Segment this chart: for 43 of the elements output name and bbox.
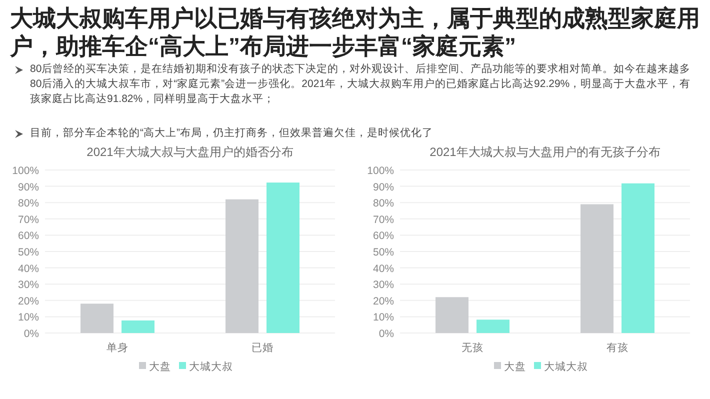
legend-label: 大盘 xyxy=(149,360,171,373)
y-tick-label: 10% xyxy=(372,312,394,324)
bar xyxy=(476,320,510,333)
y-tick-label: 40% xyxy=(18,262,39,275)
y-tick-label: 30% xyxy=(18,279,39,292)
x-tick-label: 单身 xyxy=(106,341,128,354)
x-tick-label: 无孩 xyxy=(462,341,484,354)
legend-label: 大城大叔 xyxy=(189,360,233,373)
legend-label: 大盘 xyxy=(504,360,526,373)
bar xyxy=(436,297,468,333)
legend-label: 大城大叔 xyxy=(544,360,588,373)
x-tick-label: 有孩 xyxy=(606,341,628,354)
chart-title: 2021年大城大叔与大盘用户的婚否分布 xyxy=(86,145,294,159)
y-tick-label: 40% xyxy=(372,262,394,275)
y-tick-label: 80% xyxy=(372,198,394,210)
chart-title: 2021年大城大叔与大盘用户的有无孩子分布 xyxy=(430,145,660,159)
y-tick-label: 30% xyxy=(372,279,394,292)
bar xyxy=(122,320,154,333)
bar xyxy=(580,204,614,333)
text: 目前，部分车企本轮的“高大上”布局，仍主打商务，但效果普遍欠佳，是时候优化了 xyxy=(30,126,434,141)
bar xyxy=(622,183,654,333)
y-tick-label: 70% xyxy=(18,214,39,226)
y-tick-label: 80% xyxy=(18,198,39,210)
y-tick-label: 60% xyxy=(372,230,394,242)
y-tick-label: 50% xyxy=(18,246,39,258)
y-tick-label: 90% xyxy=(372,181,394,194)
bar xyxy=(226,199,258,333)
y-tick-label: 90% xyxy=(18,181,39,194)
y-tick-label: 70% xyxy=(372,214,394,226)
y-tick-label: 0% xyxy=(378,328,394,340)
text: 80后曾经的买车决策，是在结婚初期和没有孩子的状态下决定的，对外观设计、后排空间、产品功能等的要求相对简单。如今在越来越多80后涌入的大城大叔车市，对“家庭元素”会进一步强化。2021年，大城大叔购车用户的已婚家庭占比高达92.29%，明显高于大盘水平，有孩家庭占比高达91.82%，同样明显高于大盘水平； xyxy=(30,62,692,107)
y-tick-label: 10% xyxy=(18,312,39,324)
x-tick-label: 已婚 xyxy=(252,342,274,354)
y-tick-label: 100% xyxy=(367,165,394,177)
bar xyxy=(266,182,300,333)
y-tick-label: 20% xyxy=(18,295,39,308)
y-tick-label: 20% xyxy=(372,295,394,308)
y-tick-label: 60% xyxy=(18,230,39,242)
y-tick-label: 50% xyxy=(372,246,394,258)
text: 大城大叔购车用户以已婚与有孩绝对为主，属于典型的成熟型家庭用户，助推车企“高大上”布局进一步丰富“家庭元素” xyxy=(10,4,701,60)
y-tick-label: 0% xyxy=(24,328,39,340)
y-tick-label: 100% xyxy=(12,165,39,177)
bar xyxy=(80,304,114,333)
